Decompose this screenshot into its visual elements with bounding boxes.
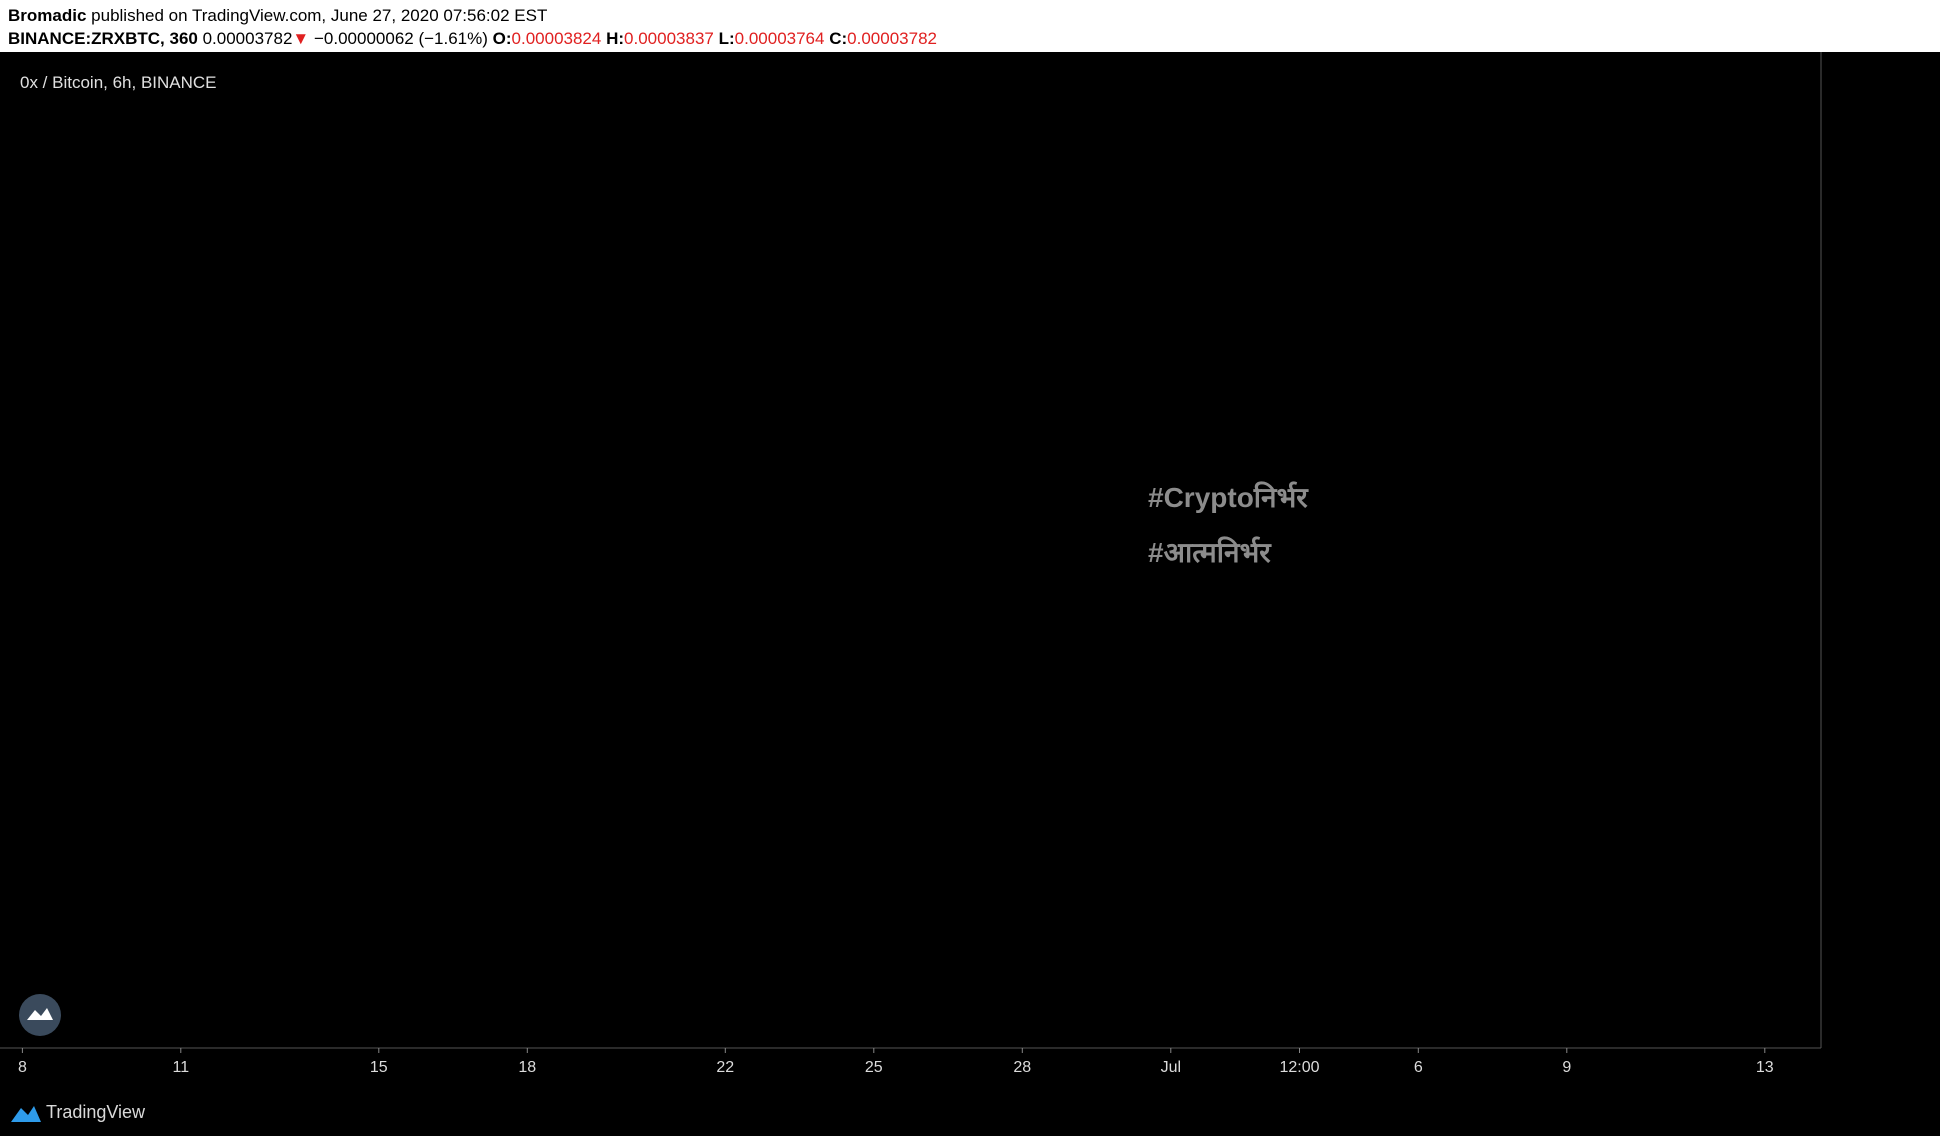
time-tick-label: 11 xyxy=(172,1059,189,1076)
time-tick-label: 13 xyxy=(1756,1059,1774,1076)
ohlc-line: BINANCE:ZRXBTC, 360 0.00003782▼ −0.00000… xyxy=(8,28,937,50)
close-value: 0.00003782 xyxy=(847,29,937,48)
tradingview-badge-icon[interactable] xyxy=(19,994,61,1036)
close-label: C: xyxy=(829,29,848,48)
footer-brand[interactable]: TradingView xyxy=(46,1102,146,1122)
annotations-layer: -1.618(0.00004778)-0.618(0.00004320)0.61… xyxy=(1148,481,1309,568)
hashtag-annotation-1: #आत्मनिर्भर xyxy=(1148,536,1272,568)
footer-bar: TradingView xyxy=(0,1092,1940,1136)
tradingview-logo-icon[interactable] xyxy=(10,1102,42,1126)
author-name[interactable]: Bromadic xyxy=(8,6,87,25)
time-tick-label: 6 xyxy=(1414,1059,1423,1076)
time-tick-label: 15 xyxy=(370,1059,388,1076)
open-label: O: xyxy=(492,29,512,48)
time-tick-label: 28 xyxy=(1013,1059,1031,1076)
down-arrow-icon: ▼ xyxy=(292,29,310,48)
chart-legend-title: 0x / Bitcoin, 6h, BINANCE xyxy=(20,73,217,92)
low-label: L: xyxy=(718,29,735,48)
last-price: 0.00003782 xyxy=(202,29,293,48)
publish-line: Bromadic published on TradingView.com, J… xyxy=(8,5,547,27)
axes-layer: 0.000031000.000032000.000033000.00003400… xyxy=(0,52,1822,1076)
time-tick-label: 25 xyxy=(865,1059,883,1076)
time-tick-label: 18 xyxy=(518,1059,536,1076)
time-tick-label: 8 xyxy=(18,1059,27,1076)
chart-header: Bromadic published on TradingView.com, J… xyxy=(0,0,1940,52)
time-tick-label: 9 xyxy=(1562,1059,1571,1076)
symbol-label: BINANCE:ZRXBTC, 360 xyxy=(8,29,198,48)
time-tick-label: Jul xyxy=(1161,1059,1181,1076)
publish-info: published on TradingView.com, June 27, 2… xyxy=(91,6,548,25)
time-tick-label: 12:00 xyxy=(1279,1059,1319,1076)
high-label: H: xyxy=(606,29,625,48)
price-change: −0.00000062 (−1.61%) xyxy=(313,29,488,48)
low-value: 0.00003764 xyxy=(734,29,825,48)
time-tick-label: 22 xyxy=(716,1059,734,1076)
high-value: 0.00003837 xyxy=(624,29,714,48)
open-value: 0.00003824 xyxy=(511,29,602,48)
price-chart[interactable]: 0.00000959 (28.07%) 9590.00001037 (27.88… xyxy=(0,52,1940,1092)
hashtag-annotation-0: #Cryptoनिर्भर xyxy=(1148,481,1309,513)
